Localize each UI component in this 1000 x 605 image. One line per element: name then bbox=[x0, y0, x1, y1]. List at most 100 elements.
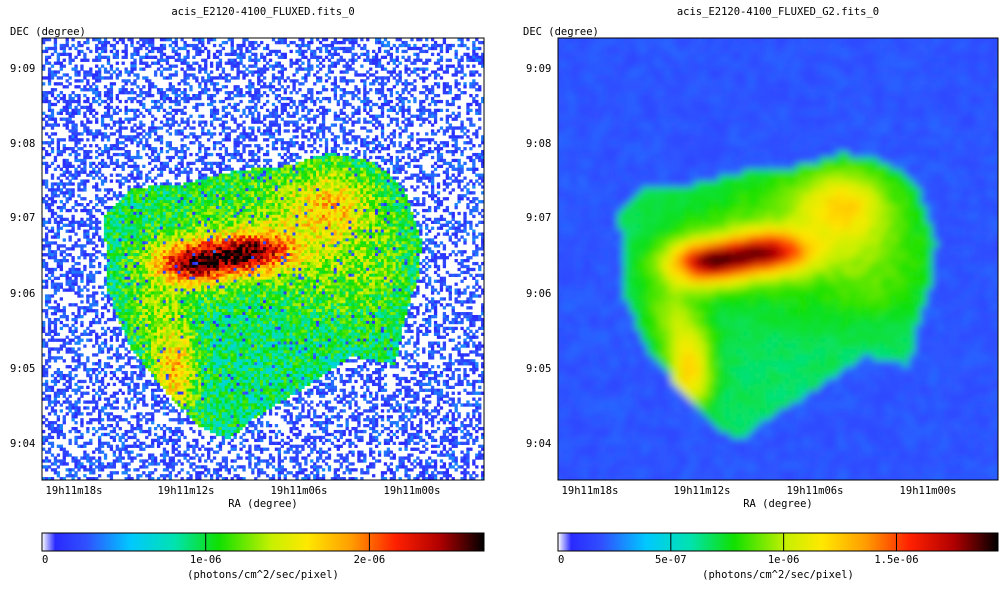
image-pixel bbox=[404, 215, 407, 218]
image-pixel bbox=[225, 115, 228, 118]
image-pixel bbox=[66, 197, 69, 200]
image-pixel bbox=[298, 100, 301, 103]
image-pixel bbox=[77, 159, 80, 162]
image-pixel bbox=[242, 215, 245, 218]
image-pixel bbox=[343, 176, 346, 179]
image-pixel bbox=[410, 70, 413, 73]
image-pixel bbox=[372, 165, 375, 168]
image-pixel bbox=[281, 156, 284, 159]
image-pixel bbox=[236, 138, 239, 141]
image-pixel bbox=[381, 123, 384, 126]
image-pixel bbox=[207, 200, 210, 203]
image-pixel bbox=[263, 59, 266, 62]
image-pixel bbox=[363, 79, 366, 82]
image-pixel bbox=[222, 200, 225, 203]
image-pixel bbox=[396, 203, 399, 206]
image-pixel bbox=[390, 179, 393, 182]
image-pixel bbox=[201, 79, 204, 82]
image-pixel bbox=[266, 159, 269, 162]
image-pixel bbox=[437, 159, 440, 162]
image-pixel bbox=[272, 73, 275, 76]
image-pixel bbox=[384, 97, 387, 100]
image-pixel bbox=[219, 218, 222, 221]
image-pixel bbox=[248, 206, 251, 209]
image-pixel bbox=[466, 118, 469, 121]
image-pixel bbox=[310, 97, 313, 100]
image-pixel bbox=[366, 129, 369, 132]
image-pixel bbox=[145, 200, 148, 203]
image-pixel bbox=[130, 138, 133, 141]
image-pixel bbox=[92, 91, 95, 94]
image-pixel bbox=[343, 212, 346, 215]
image-pixel bbox=[334, 91, 337, 94]
image-pixel bbox=[133, 206, 136, 209]
image-pixel bbox=[222, 67, 225, 70]
image-pixel bbox=[163, 168, 166, 171]
image-pixel bbox=[469, 85, 472, 88]
image-pixel bbox=[290, 97, 293, 100]
image-pixel bbox=[266, 129, 269, 132]
image-pixel bbox=[348, 168, 351, 171]
image-pixel bbox=[119, 212, 122, 215]
image-pixel bbox=[263, 200, 266, 203]
image-pixel bbox=[434, 94, 437, 97]
image-pixel bbox=[83, 168, 86, 171]
image-pixel bbox=[351, 129, 354, 132]
image-pixel bbox=[475, 88, 478, 91]
image-pixel bbox=[213, 215, 216, 218]
image-pixel bbox=[80, 179, 83, 182]
image-pixel bbox=[69, 191, 72, 194]
image-pixel bbox=[284, 79, 287, 82]
image-pixel bbox=[239, 62, 242, 65]
image-pixel bbox=[231, 97, 234, 100]
image-pixel bbox=[328, 206, 331, 209]
image-pixel bbox=[348, 191, 351, 194]
image-pixel bbox=[340, 112, 343, 115]
image-pixel bbox=[239, 182, 242, 185]
image-pixel bbox=[183, 135, 186, 138]
image-pixel bbox=[210, 203, 213, 206]
image-pixel bbox=[375, 118, 378, 121]
image-pixel bbox=[139, 126, 142, 129]
image-pixel bbox=[331, 176, 334, 179]
image-pixel bbox=[248, 79, 251, 82]
image-pixel bbox=[310, 118, 313, 121]
image-pixel bbox=[428, 112, 431, 115]
image-pixel bbox=[204, 200, 207, 203]
image-pixel bbox=[369, 59, 372, 62]
image-pixel bbox=[446, 197, 449, 200]
image-pixel bbox=[195, 106, 198, 109]
image-pixel bbox=[125, 209, 128, 212]
image-pixel bbox=[163, 209, 166, 212]
image-pixel bbox=[298, 53, 301, 56]
image-pixel bbox=[98, 67, 101, 70]
image-pixel bbox=[422, 44, 425, 47]
image-pixel bbox=[228, 94, 231, 97]
image-pixel bbox=[455, 203, 458, 206]
image-pixel bbox=[404, 203, 407, 206]
image-pixel bbox=[387, 135, 390, 138]
image-pixel bbox=[92, 115, 95, 118]
image-pixel bbox=[407, 144, 410, 147]
image-pixel bbox=[319, 126, 322, 129]
image-pixel bbox=[343, 70, 346, 73]
image-pixel bbox=[71, 206, 74, 209]
image-pixel bbox=[74, 171, 77, 174]
image-pixel bbox=[331, 147, 334, 150]
image-pixel bbox=[60, 47, 63, 50]
image-pixel bbox=[95, 188, 98, 191]
image-pixel bbox=[92, 135, 95, 138]
image-pixel bbox=[351, 79, 354, 82]
image-pixel bbox=[180, 79, 183, 82]
image-pixel bbox=[295, 218, 298, 221]
image-pixel bbox=[466, 103, 469, 106]
image-pixel bbox=[178, 150, 181, 153]
image-pixel bbox=[348, 159, 351, 162]
image-pixel bbox=[357, 150, 360, 153]
image-pixel bbox=[325, 200, 328, 203]
image-pixel bbox=[169, 144, 172, 147]
image-pixel bbox=[431, 44, 434, 47]
image-pixel bbox=[328, 171, 331, 174]
image-pixel bbox=[113, 121, 116, 124]
image-pixel bbox=[98, 103, 101, 106]
